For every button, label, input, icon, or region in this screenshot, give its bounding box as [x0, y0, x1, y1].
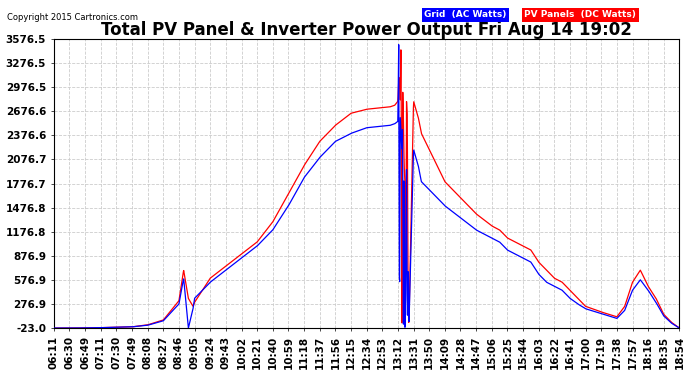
Text: PV Panels  (DC Watts): PV Panels (DC Watts) [524, 10, 636, 20]
Title: Total PV Panel & Inverter Power Output Fri Aug 14 19:02: Total PV Panel & Inverter Power Output F… [101, 21, 632, 39]
Text: Copyright 2015 Cartronics.com: Copyright 2015 Cartronics.com [7, 13, 138, 22]
Text: Grid  (AC Watts): Grid (AC Watts) [424, 10, 506, 20]
